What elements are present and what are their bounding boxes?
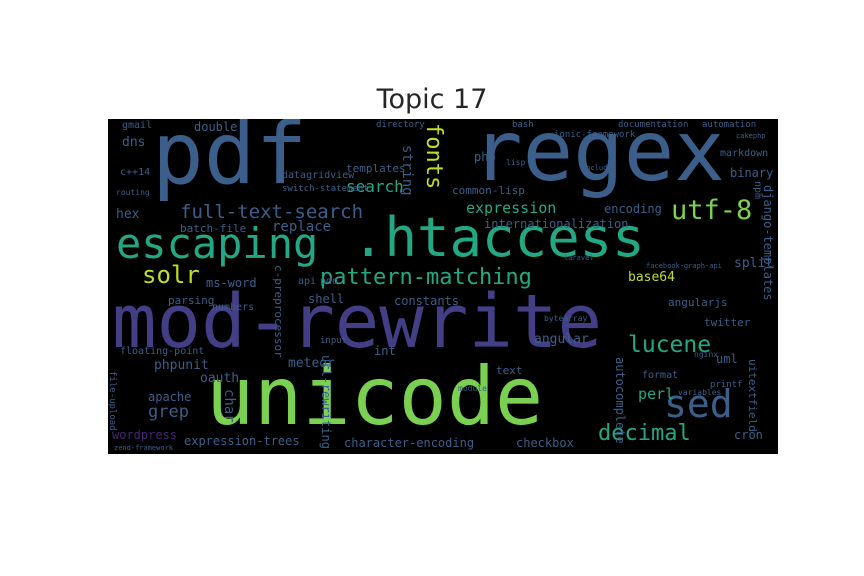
word-autocomplete: autocomplete: [613, 357, 627, 444]
word-variables: variables: [678, 388, 722, 397]
word-numbers: numbers: [212, 302, 255, 313]
word-fonts: fonts: [421, 123, 446, 190]
word-wordpress: wordpress: [112, 428, 178, 442]
word-templates: templates: [346, 162, 406, 175]
word-angular: angular: [534, 332, 589, 347]
word-django-templates: django-templates: [761, 185, 775, 301]
word-text: text: [496, 364, 523, 377]
word-batch-file: batch-file: [180, 222, 247, 235]
word-base64: base64: [628, 270, 675, 285]
word-npm: npm: [752, 181, 763, 200]
word-oauth: oauth: [200, 371, 240, 386]
word-phpunit: phpunit: [154, 358, 209, 373]
word-cpp14: c++14: [120, 167, 151, 178]
word-format: format: [642, 370, 679, 381]
word-apache: apache: [148, 390, 192, 404]
word-module: module: [458, 384, 487, 393]
word-gmail: gmail: [122, 120, 153, 131]
word-common-lisp: common-lisp: [452, 184, 525, 197]
word-perl: perl: [638, 385, 675, 403]
word-meteor: meteor: [288, 356, 335, 371]
word-bash: bash: [512, 120, 534, 130]
word-dns: dns: [122, 135, 146, 150]
chart-title: Topic 17: [376, 84, 488, 115]
word-laravel: laravel: [564, 254, 594, 262]
word-binary: binary: [730, 166, 774, 180]
word-encoding: encoding: [604, 202, 662, 216]
word-c-preprocessor: c-preprocessor: [272, 265, 285, 358]
word-cakephp: cakephp: [736, 132, 766, 140]
word-floating-point: floating-point: [120, 346, 205, 357]
word-routing: routing: [116, 188, 150, 197]
word-pdf: pdf: [152, 119, 308, 204]
word-pattern-matching: pattern-matching: [320, 265, 532, 290]
word-double: double: [194, 120, 238, 134]
word-angularjs: angularjs: [668, 296, 728, 309]
word-checkbox: checkbox: [516, 436, 574, 450]
word-nginx: nginx: [694, 350, 719, 359]
word-search: search: [346, 177, 404, 196]
word-input: input: [320, 336, 348, 346]
word-api: api: [298, 276, 317, 287]
word-php: php: [474, 150, 496, 164]
word-constants: constants: [394, 294, 460, 308]
word-expression: expression: [466, 199, 557, 217]
word-cloud: pdf regex escaping .htaccess mod-rewrite…: [108, 119, 778, 454]
word-char: char: [221, 389, 237, 423]
word-ionic-framework: ionic-framework: [554, 130, 636, 140]
word-decimal: decimal: [598, 421, 691, 446]
word-character-encoding: character-encoding: [344, 436, 475, 450]
word-file-upload: file-upload: [108, 371, 117, 431]
word-facebook-graph-api: facebook-graph-api: [646, 262, 722, 270]
word-uml: uml: [716, 352, 738, 366]
word-parsing: parsing: [168, 294, 215, 307]
word-automation: automation: [702, 120, 757, 130]
word-mod-rewrite: mod-rewrite: [112, 279, 603, 365]
word-string: string: [399, 145, 415, 196]
word-zend-framework: zend-framework: [114, 444, 174, 452]
word-unicode: unicode: [206, 350, 544, 443]
word-markdown: markdown: [720, 148, 769, 159]
word-printf: printf: [710, 380, 743, 390]
word-utf-8: utf-8: [671, 195, 753, 226]
word-ms-word: ms-word: [206, 276, 257, 290]
word-htaccess: .htaccess: [352, 206, 645, 269]
word-hex: hex: [116, 207, 140, 222]
word-twitter: twitter: [704, 316, 751, 329]
word-lucene: lucene: [628, 332, 712, 358]
word-lisp: lisp: [506, 158, 526, 167]
word-regex: regex: [472, 119, 725, 200]
word-directory: directory: [376, 120, 425, 130]
word-datagridview: datagridview: [282, 170, 355, 181]
word-replace: replace: [272, 219, 332, 235]
word-bytearray: bytearray: [544, 314, 588, 323]
word-documentation: documentation: [618, 120, 689, 130]
word-solr: solr: [142, 261, 200, 289]
word-split: split: [734, 256, 774, 271]
word-sed: sed: [664, 382, 733, 426]
word-full-text-search: full-text-search: [180, 201, 364, 223]
word-pdo: pdo: [320, 276, 339, 287]
word-grep: grep: [148, 402, 189, 422]
word-internationalization: internationalization: [484, 217, 629, 231]
word-switch-statement: switch-statement: [282, 184, 369, 194]
word-cron: cron: [734, 428, 763, 442]
word-include: include: [582, 164, 612, 172]
word-shell: shell: [308, 292, 345, 306]
word-url-rewriting: url-rewriting: [319, 355, 333, 449]
word-expression-trees: expression-trees: [184, 434, 300, 448]
word-escaping: escaping: [116, 219, 319, 268]
word-uitextfield: uitextfield: [746, 359, 759, 432]
word-int: int: [374, 344, 396, 358]
